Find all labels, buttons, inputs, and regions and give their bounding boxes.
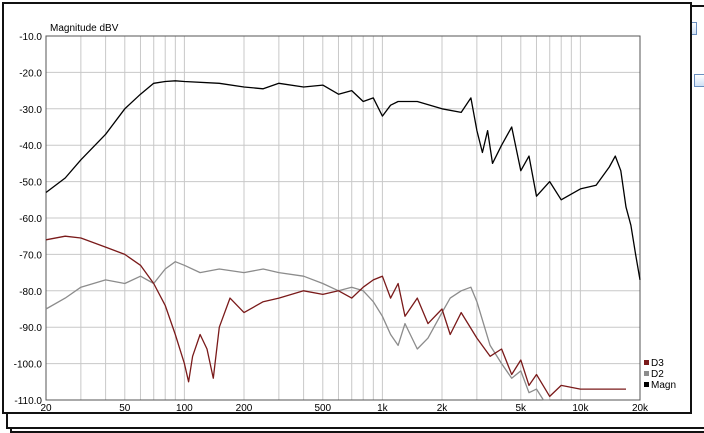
- y-tick-label: -90.0: [19, 323, 42, 334]
- x-tick-label: 100: [176, 403, 193, 412]
- x-tick-label: 5k: [516, 403, 528, 412]
- x-tick-label: 500: [314, 403, 331, 412]
- x-tick-label: 20k: [632, 403, 649, 412]
- y-axis-label: Magnitude dBV: [50, 23, 119, 34]
- legend-label-d2: D2: [651, 369, 664, 380]
- legend-label-magn: Magn: [651, 380, 676, 391]
- y-tick-label: -60.0: [19, 214, 42, 225]
- x-tick-label: 1k: [377, 403, 389, 412]
- x-tick-label: 2k: [437, 403, 449, 412]
- x-tick-label: 10k: [572, 403, 589, 412]
- graph-window: -10.0 -20.0 -30.0 -40.0 -50.0 -60.0 -70.0 -80.0…: [2, 2, 692, 414]
- y-tick-label: -10.0: [19, 32, 42, 43]
- x-tick-label: 20: [40, 403, 52, 412]
- legend-swatch-d3: [644, 360, 649, 365]
- y-tick-label: -30.0: [19, 105, 42, 116]
- x-tick-label: 200: [236, 403, 253, 412]
- legend-label-d3: D3: [651, 358, 664, 369]
- magnitude-chart: -10.0 -20.0 -30.0 -40.0 -50.0 -60.0 -70.0 -80.0…: [14, 23, 676, 412]
- document-icon[interactable]: [694, 74, 704, 87]
- y-tick-label: -50.0: [19, 178, 42, 189]
- legend-swatch-d2: [644, 371, 649, 376]
- series-line-d3: [45, 235, 626, 398]
- series-line-magn: [45, 80, 641, 281]
- y-tick-label: -70.0: [19, 250, 42, 261]
- y-tick-label: -80.0: [19, 287, 42, 298]
- legend-swatch-magn: [644, 382, 649, 387]
- y-tick-label: -100.0: [14, 360, 43, 371]
- y-tick-label: -20.0: [19, 68, 42, 79]
- x-tick-label: 50: [119, 403, 131, 412]
- series-line-d2: [45, 261, 550, 401]
- y-tick-label: -110.0: [14, 396, 42, 407]
- y-tick-label: -40.0: [19, 141, 42, 152]
- plot-frame: [45, 35, 641, 401]
